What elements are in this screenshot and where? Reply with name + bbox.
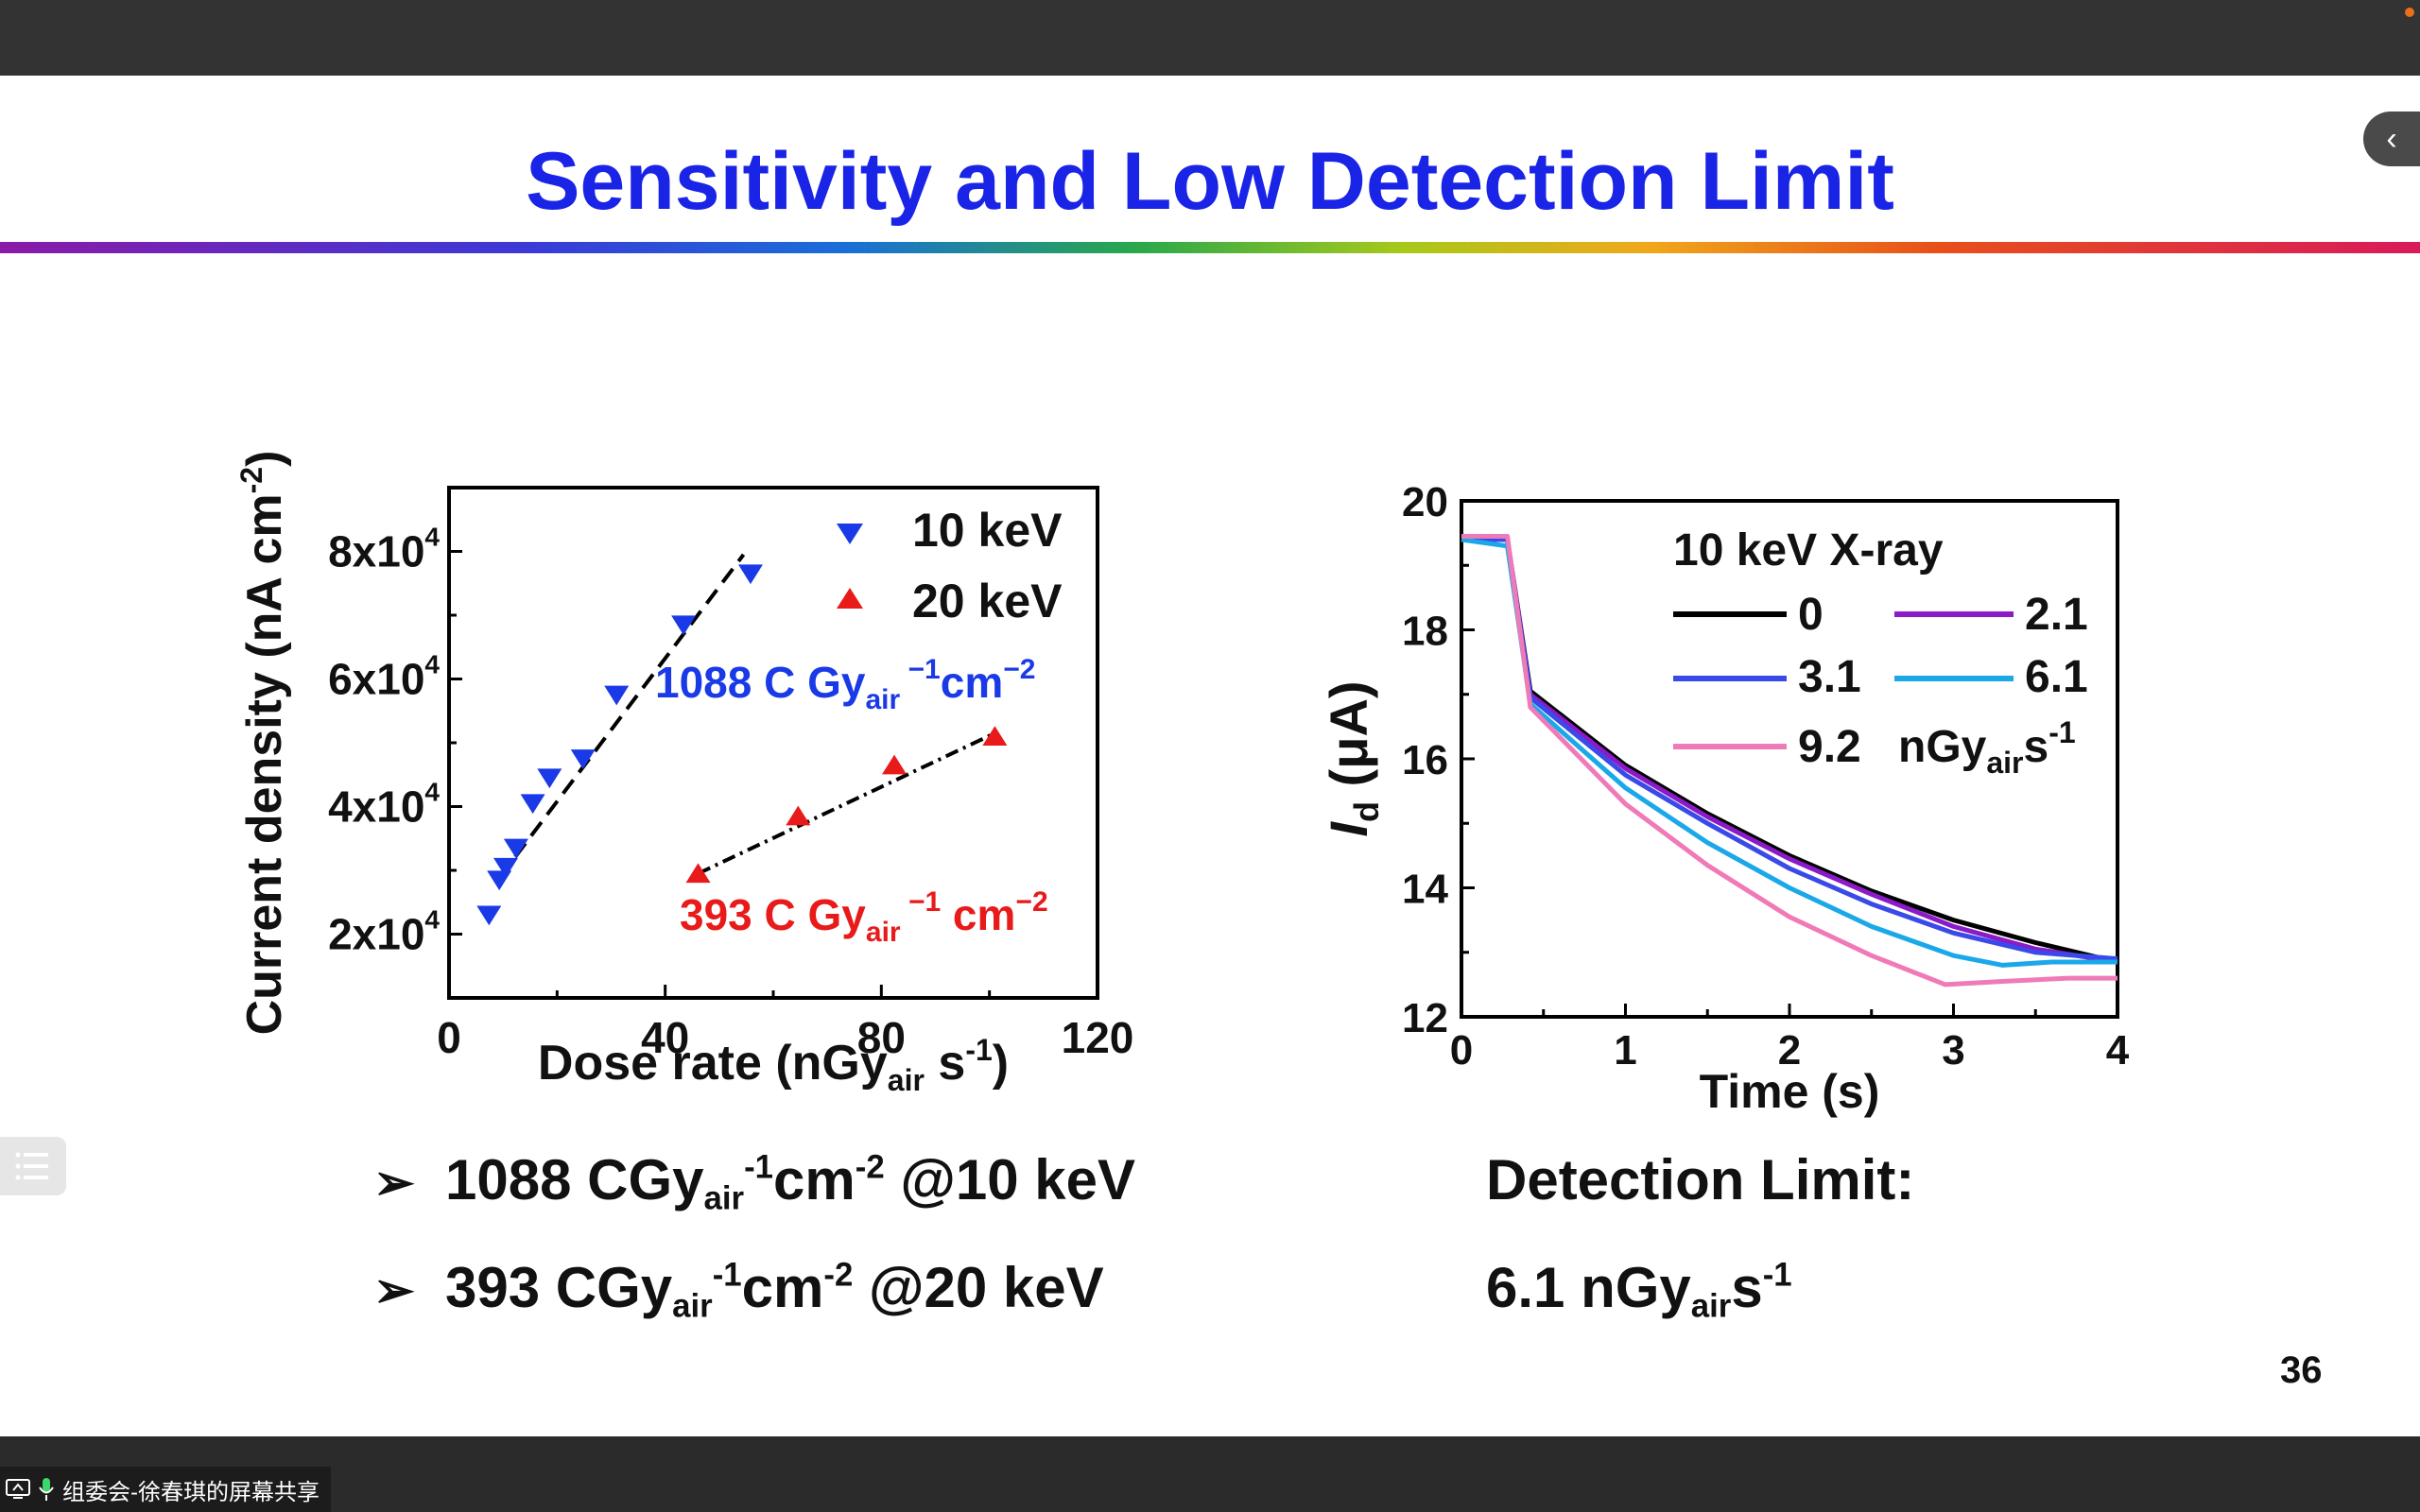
x-tick-label: 80 xyxy=(857,1013,906,1062)
time-tick-label: 1 xyxy=(1614,1027,1636,1074)
legend-label-0: 0 xyxy=(1798,590,1824,640)
data-point xyxy=(493,857,519,878)
bullet-10kev: ➢ 1088 CGyair-1cm-2 @10 keV xyxy=(373,1148,1136,1217)
time-tick-label: 3 xyxy=(1942,1027,1964,1074)
current-tick-label: 12 xyxy=(1402,995,1448,1041)
legend-label-10kev: 10 keV xyxy=(912,504,1063,557)
y-tick-label: 2x104 xyxy=(328,905,440,959)
current-tick-label: 14 xyxy=(1402,867,1448,913)
y-tick-label: 4x104 xyxy=(328,778,440,832)
time-tick-label: 4 xyxy=(2106,1027,2130,1074)
current-axis-label: Id (μA) xyxy=(1319,680,1386,836)
current-tick-label: 16 xyxy=(1402,737,1448,783)
presentation-slide: Sensitivity and Low Detection Limit 0 40 8… xyxy=(0,76,2420,1436)
data-point xyxy=(520,794,545,815)
data-point xyxy=(882,754,908,775)
slide-title: Sensitivity and Low Detection Limit xyxy=(526,136,1894,227)
x-tick-label: 0 xyxy=(437,1013,461,1062)
legend-label-3-1: 3.1 xyxy=(1798,652,1861,702)
meeting-bottom-bar: 组委会-徐春琪的屏幕共享 xyxy=(0,1436,2420,1512)
data-point xyxy=(604,685,630,706)
screen-share-indicator[interactable]: 组委会-徐春琪的屏幕共享 xyxy=(0,1467,331,1512)
series-line xyxy=(1461,534,2118,988)
current-legend: 10 keV X-ray 0 2.1 3.1 6.1 9.2 nGyairs-1 xyxy=(1673,525,2088,780)
data-point xyxy=(685,863,711,884)
bullet-arrow-icon: ➢ xyxy=(373,1263,415,1318)
meeting-top-bar xyxy=(0,0,2420,76)
collapse-panel-button[interactable]: ‹ xyxy=(2363,112,2420,166)
annotation-20kev-sensitivity: 393 C Gyair −1 cm−2 xyxy=(680,886,1048,948)
current-tick-label: 18 xyxy=(1402,609,1448,655)
data-point xyxy=(671,615,697,636)
y-tick-label: 6x104 xyxy=(328,650,440,704)
x-tick-label: 40 xyxy=(641,1013,689,1062)
time-tick-label: 0 xyxy=(1450,1027,1473,1074)
microphone-icon xyxy=(39,1478,54,1501)
screen-share-icon xyxy=(6,1479,30,1499)
detection-limit-value: 6.1 nGyairs-1 xyxy=(1486,1256,1792,1325)
legend-title: 10 keV X-ray xyxy=(1673,525,1944,576)
screen-share-label: 组委会-徐春琪的屏幕共享 xyxy=(62,1479,320,1505)
fit-line xyxy=(697,731,996,876)
legend-marker-20kev xyxy=(837,588,863,609)
fit-line xyxy=(497,553,746,880)
time-tick-label: 2 xyxy=(1778,1027,1801,1074)
data-point xyxy=(503,838,528,859)
data-point xyxy=(982,726,1008,746)
data-point xyxy=(737,564,763,585)
sensitivity-legend: 10 keV 20 keV xyxy=(837,504,1063,627)
detection-limit-label: Detection Limit: xyxy=(1486,1148,1915,1211)
page-number: 36 xyxy=(2280,1349,2323,1391)
bullet-20kev: ➢ 393 CGyair-1cm-2 @20 keV xyxy=(373,1256,1104,1325)
data-point xyxy=(570,749,596,769)
data-point xyxy=(786,805,811,826)
rainbow-divider xyxy=(0,242,2420,253)
y-tick-label: 8x104 xyxy=(328,523,440,576)
recording-indicator-icon xyxy=(2405,8,2414,17)
x-axis-label: Dose rate (nGyair s-1) xyxy=(538,1033,1009,1097)
x-tick-label: 120 xyxy=(1062,1013,1134,1062)
data-point xyxy=(537,768,562,789)
current-tick-label: 20 xyxy=(1402,479,1448,525)
sensitivity-chart: 0 40 80 120 2x104 4x104 6x104 8x104 Dose rate (… xyxy=(234,451,1134,1097)
legend-unit: nGyairs-1 xyxy=(1898,715,2076,780)
data-point xyxy=(476,905,502,926)
slide-list-button[interactable] xyxy=(0,1137,66,1195)
legend-label-20kev: 20 keV xyxy=(912,575,1063,627)
legend-marker-10kev xyxy=(837,524,863,544)
y-axis-label: Current density (nA cm-2) xyxy=(234,451,292,1036)
legend-label-2-1: 2.1 xyxy=(2025,590,2088,640)
legend-label-9-2: 9.2 xyxy=(1798,722,1861,772)
legend-label-6-1: 6.1 xyxy=(2025,652,2088,702)
time-axis-label: Time (s) xyxy=(1700,1065,1880,1118)
list-icon xyxy=(15,1152,48,1180)
annotation-10kev-sensitivity: 1088 C Gyair −1cm−2 xyxy=(655,654,1035,715)
bullet-arrow-icon: ➢ xyxy=(373,1156,415,1211)
